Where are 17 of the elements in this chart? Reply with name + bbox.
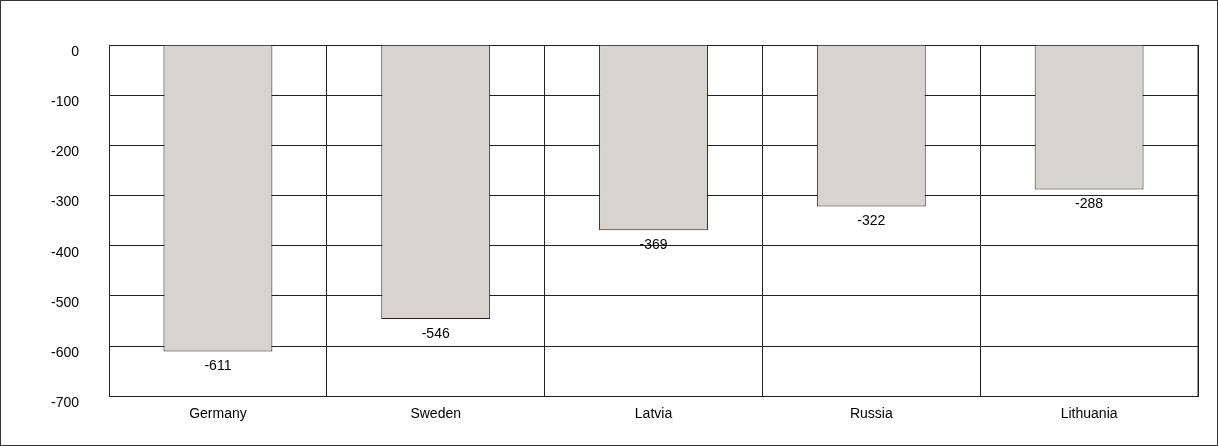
y-tick-label: -200: [50, 143, 80, 160]
y-tick-label: -500: [50, 293, 80, 310]
x-tick-label: Germany: [189, 405, 247, 422]
y-tick-label: 0: [71, 42, 80, 59]
y-tick-label: -600: [50, 343, 80, 360]
x-tick-label: Latvia: [634, 405, 673, 422]
x-tick-label: Russia: [849, 405, 893, 422]
data-label: -611: [204, 357, 232, 374]
data-label: -288: [1075, 195, 1104, 212]
y-tick-label: -300: [50, 193, 80, 210]
data-label: -322: [857, 212, 886, 229]
y-tick-label: -100: [50, 93, 80, 110]
data-label: -546: [421, 324, 450, 341]
y-tick-label: -400: [50, 243, 80, 260]
y-tick-label: -700: [50, 394, 80, 411]
x-tick-label: Sweden: [410, 405, 462, 422]
x-tick-label: Lithuania: [1060, 405, 1118, 422]
